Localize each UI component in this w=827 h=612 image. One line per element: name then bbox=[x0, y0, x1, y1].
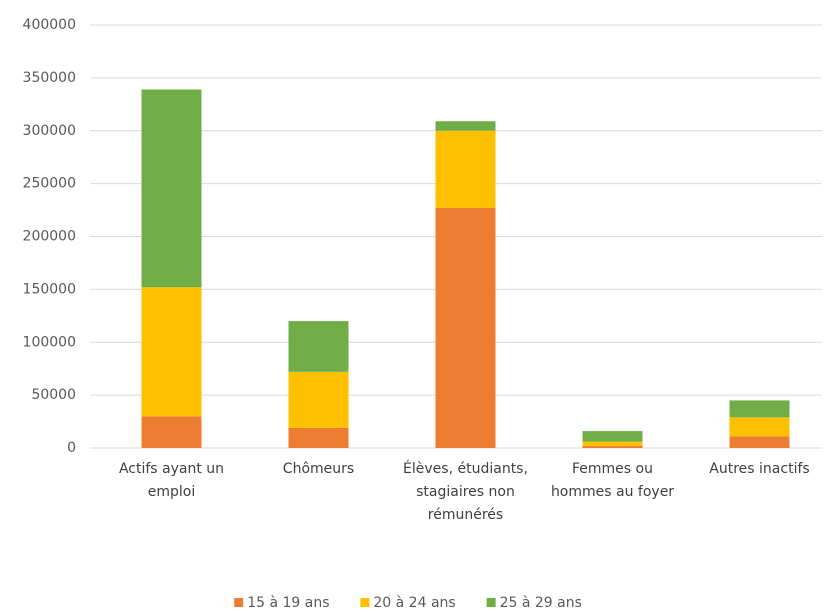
bar-segment bbox=[141, 89, 202, 288]
y-tick-label: 350000 bbox=[23, 70, 76, 86]
bar-segment bbox=[582, 431, 643, 442]
bar-segment bbox=[582, 441, 643, 446]
y-tick-label: 150000 bbox=[23, 281, 76, 297]
y-tick-label: 250000 bbox=[23, 176, 76, 192]
legend-swatch bbox=[360, 598, 370, 607]
y-tick-label: 100000 bbox=[23, 334, 76, 350]
x-tick-label: Chômeurs bbox=[282, 461, 355, 477]
bar-segment bbox=[141, 287, 202, 417]
legend-label: 25 à 29 ans bbox=[500, 595, 582, 611]
y-tick-label: 0 bbox=[67, 440, 76, 456]
bar-segment bbox=[435, 130, 496, 208]
legend-swatch bbox=[486, 598, 496, 607]
bar-segment bbox=[729, 417, 790, 437]
legend-swatch bbox=[234, 598, 244, 607]
bar-segment bbox=[582, 445, 643, 448]
bar-segment bbox=[435, 121, 496, 131]
bar-segment bbox=[141, 416, 202, 448]
bar-segment bbox=[288, 371, 349, 428]
y-tick-label: 300000 bbox=[23, 123, 76, 139]
bar-segment bbox=[435, 207, 496, 448]
legend-label: 15 à 19 ans bbox=[247, 595, 329, 611]
legend-label: 20 à 24 ans bbox=[373, 595, 455, 611]
x-tick-label: Actifs ayant un emploi bbox=[118, 461, 225, 500]
bar-segment bbox=[729, 400, 790, 418]
y-tick-label: 200000 bbox=[23, 229, 76, 245]
y-tick-label: 50000 bbox=[31, 387, 76, 403]
x-tick-label: Élèves, étudiants, stagiaires non rémuné… bbox=[403, 461, 528, 523]
x-tick-label: Femmes ou hommes au foyer bbox=[550, 461, 675, 500]
y-tick-label: 400000 bbox=[23, 17, 76, 33]
bar-segment bbox=[288, 321, 349, 372]
x-tick-label: Autres inactifs bbox=[709, 461, 810, 477]
bar-segment bbox=[729, 436, 790, 448]
bar-segment bbox=[288, 427, 349, 448]
